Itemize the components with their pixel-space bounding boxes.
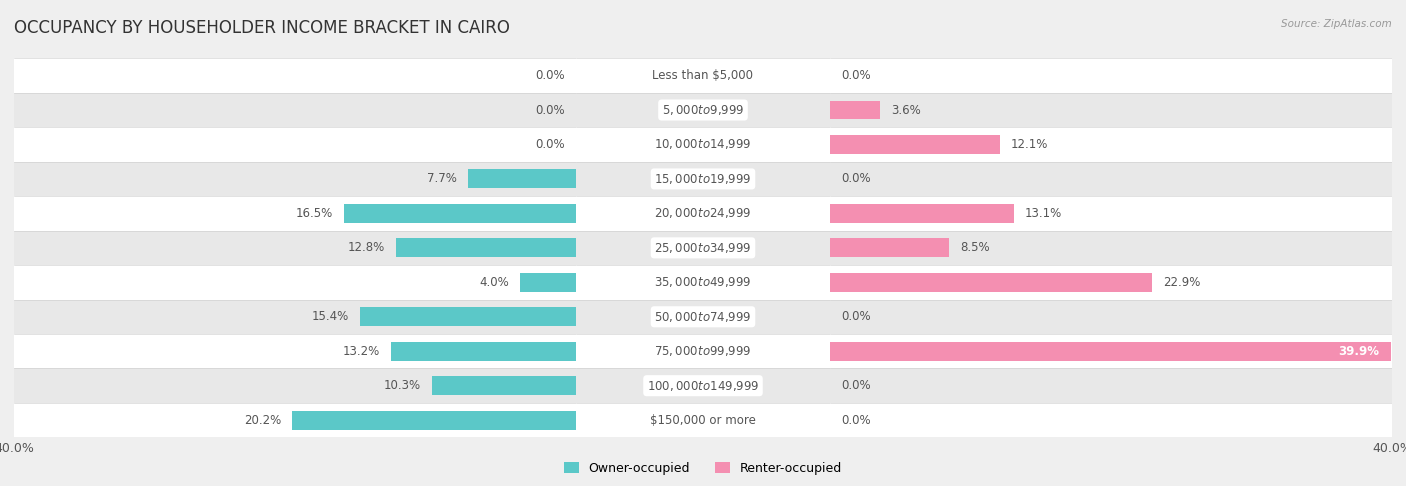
Bar: [830, 101, 880, 120]
Bar: [391, 342, 576, 361]
Text: $25,000 to $34,999: $25,000 to $34,999: [654, 241, 752, 255]
Text: $5,000 to $9,999: $5,000 to $9,999: [662, 103, 744, 117]
Bar: [14, 93, 576, 127]
Bar: [344, 204, 576, 223]
Bar: [14, 265, 576, 299]
Bar: [830, 204, 1014, 223]
Bar: [830, 135, 1000, 154]
Bar: [396, 239, 576, 258]
Bar: [576, 299, 830, 334]
Text: 0.0%: 0.0%: [841, 379, 870, 392]
Bar: [830, 334, 1392, 368]
Legend: Owner-occupied, Renter-occupied: Owner-occupied, Renter-occupied: [558, 457, 848, 480]
Bar: [14, 231, 576, 265]
Text: 12.1%: 12.1%: [1011, 138, 1049, 151]
Text: $75,000 to $99,999: $75,000 to $99,999: [654, 344, 752, 358]
Text: 20.2%: 20.2%: [245, 414, 281, 427]
Bar: [830, 239, 949, 258]
Text: OCCUPANCY BY HOUSEHOLDER INCOME BRACKET IN CAIRO: OCCUPANCY BY HOUSEHOLDER INCOME BRACKET …: [14, 19, 510, 37]
Text: 0.0%: 0.0%: [841, 173, 870, 186]
Bar: [830, 299, 1392, 334]
Bar: [576, 265, 830, 299]
Bar: [14, 196, 576, 231]
Bar: [830, 403, 1392, 437]
Bar: [576, 127, 830, 162]
Bar: [576, 93, 830, 127]
Text: 4.0%: 4.0%: [479, 276, 509, 289]
Text: 22.9%: 22.9%: [1163, 276, 1201, 289]
Bar: [14, 299, 576, 334]
Text: 0.0%: 0.0%: [841, 414, 870, 427]
Bar: [830, 273, 1152, 292]
Text: 13.2%: 13.2%: [343, 345, 380, 358]
Text: 16.5%: 16.5%: [297, 207, 333, 220]
Text: $150,000 or more: $150,000 or more: [650, 414, 756, 427]
Bar: [14, 162, 576, 196]
Bar: [14, 334, 576, 368]
Text: $35,000 to $49,999: $35,000 to $49,999: [654, 276, 752, 289]
Bar: [432, 376, 576, 395]
Bar: [576, 334, 830, 368]
Bar: [468, 170, 576, 189]
Text: 0.0%: 0.0%: [841, 310, 870, 323]
Text: $50,000 to $74,999: $50,000 to $74,999: [654, 310, 752, 324]
Bar: [830, 368, 1392, 403]
Text: 8.5%: 8.5%: [960, 242, 990, 254]
Bar: [576, 368, 830, 403]
Bar: [830, 93, 1392, 127]
Bar: [576, 403, 830, 437]
Text: 0.0%: 0.0%: [536, 104, 565, 117]
Bar: [830, 342, 1391, 361]
Text: 3.6%: 3.6%: [891, 104, 921, 117]
Text: 10.3%: 10.3%: [384, 379, 420, 392]
Text: Source: ZipAtlas.com: Source: ZipAtlas.com: [1281, 19, 1392, 30]
Bar: [14, 127, 576, 162]
Bar: [576, 231, 830, 265]
Text: 12.8%: 12.8%: [349, 242, 385, 254]
Bar: [830, 58, 1392, 93]
Text: 0.0%: 0.0%: [841, 69, 870, 82]
Bar: [830, 231, 1392, 265]
Bar: [830, 265, 1392, 299]
Text: $20,000 to $24,999: $20,000 to $24,999: [654, 207, 752, 220]
Bar: [830, 196, 1392, 231]
Bar: [576, 58, 830, 93]
Bar: [14, 58, 576, 93]
Text: 15.4%: 15.4%: [312, 310, 349, 323]
Bar: [14, 403, 576, 437]
Text: $10,000 to $14,999: $10,000 to $14,999: [654, 138, 752, 152]
Bar: [360, 307, 576, 326]
Bar: [14, 368, 576, 403]
Text: 39.9%: 39.9%: [1339, 345, 1379, 358]
Text: Less than $5,000: Less than $5,000: [652, 69, 754, 82]
Bar: [576, 162, 830, 196]
Text: $100,000 to $149,999: $100,000 to $149,999: [647, 379, 759, 393]
Text: 7.7%: 7.7%: [427, 173, 457, 186]
Bar: [830, 162, 1392, 196]
Text: 0.0%: 0.0%: [536, 69, 565, 82]
Bar: [576, 196, 830, 231]
Bar: [292, 411, 576, 430]
Bar: [520, 273, 576, 292]
Text: 0.0%: 0.0%: [536, 138, 565, 151]
Text: $15,000 to $19,999: $15,000 to $19,999: [654, 172, 752, 186]
Text: 13.1%: 13.1%: [1025, 207, 1062, 220]
Bar: [830, 127, 1392, 162]
